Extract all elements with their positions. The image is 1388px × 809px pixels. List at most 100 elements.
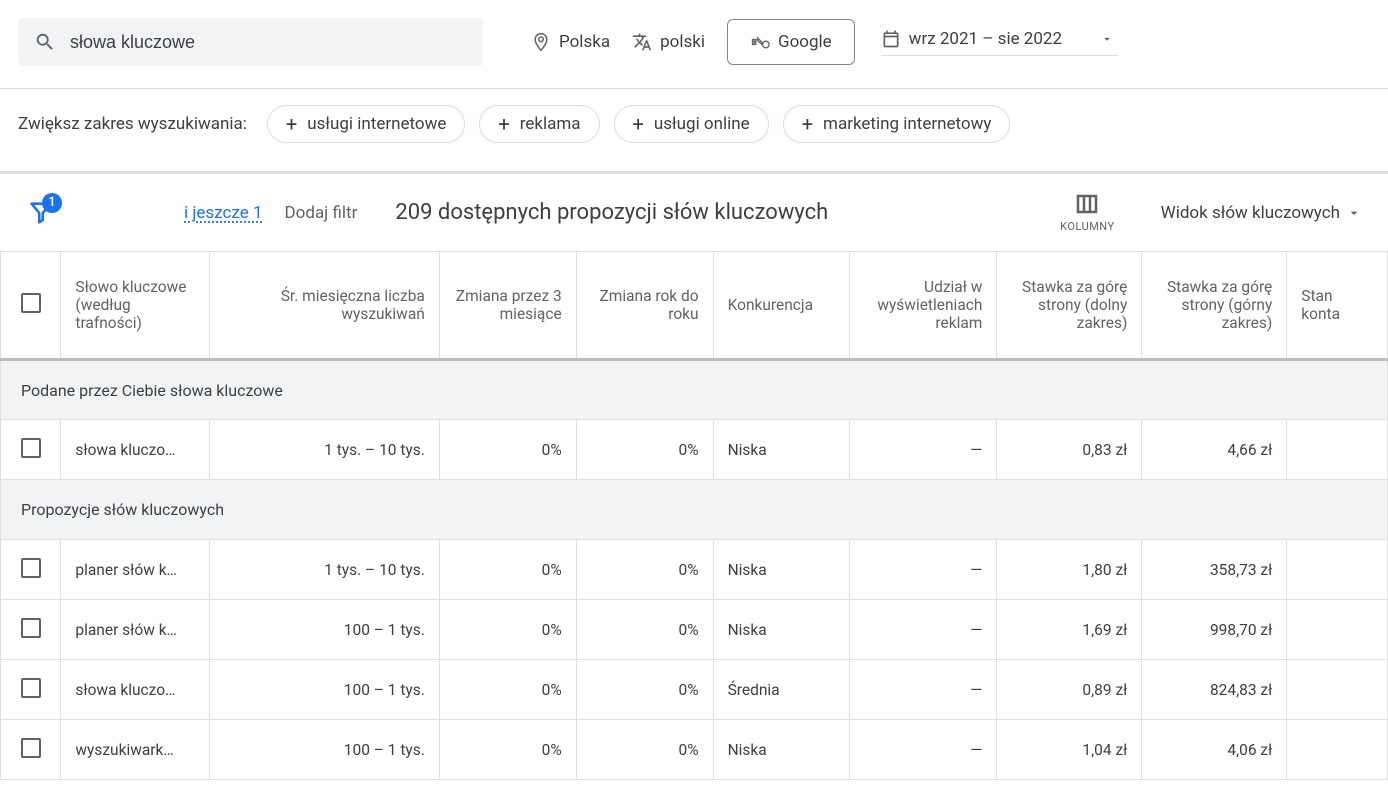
cell-keyword: wyszukiwark… bbox=[61, 720, 210, 780]
cell-avg: 100 – 1 tys. bbox=[210, 600, 439, 660]
header-acct-status[interactable]: Stan konta bbox=[1287, 252, 1388, 360]
table-row: słowa kluczo…1 tys. – 10 tys.0%0%Niska—0… bbox=[1, 420, 1388, 480]
header-keyword[interactable]: Słowo kluczowe (według trafności) bbox=[61, 252, 210, 360]
chip-label: marketing internetowy bbox=[823, 114, 991, 134]
header-low-bid[interactable]: Stawka za górę strony (dolny zakres) bbox=[997, 252, 1142, 360]
location-pill[interactable]: Polska bbox=[531, 32, 610, 52]
plus-icon: + bbox=[286, 114, 297, 134]
network-icon bbox=[750, 32, 770, 52]
cell-cy: 0% bbox=[576, 600, 713, 660]
cell-impr: — bbox=[850, 540, 997, 600]
calendar-icon bbox=[881, 29, 901, 49]
top-bar: Polska polski Google wrz 2021 – sie 2022 bbox=[0, 0, 1388, 89]
cell-comp: Niska bbox=[713, 720, 850, 780]
table-row: planer słów k…1 tys. – 10 tys.0%0%Niska—… bbox=[1, 540, 1388, 600]
cell-c3: 0% bbox=[439, 660, 576, 720]
cell-c3: 0% bbox=[439, 540, 576, 600]
chip-label: reklama bbox=[520, 114, 581, 134]
cell-keyword: planer słów k… bbox=[61, 600, 210, 660]
chip-0[interactable]: + usługi internetowe bbox=[267, 105, 466, 143]
section-row: Propozycje słów kluczowych bbox=[1, 480, 1388, 540]
translate-icon bbox=[632, 32, 652, 52]
search-icon bbox=[34, 30, 56, 54]
cell-low: 0,89 zł bbox=[997, 660, 1142, 720]
cell-avg: 1 tys. – 10 tys. bbox=[210, 420, 439, 480]
table-row: wyszukiwark…100 – 1 tys.0%0%Niska—1,04 z… bbox=[1, 720, 1388, 780]
cell-comp: Niska bbox=[713, 600, 850, 660]
search-box[interactable] bbox=[18, 18, 483, 66]
location-icon bbox=[531, 32, 551, 52]
columns-button[interactable]: KOLUMNY bbox=[1060, 192, 1114, 233]
search-input[interactable] bbox=[70, 32, 467, 53]
cell-status bbox=[1287, 420, 1388, 480]
cell-status bbox=[1287, 660, 1388, 720]
chip-3[interactable]: +marketing internetowy bbox=[783, 105, 1011, 143]
chip-1[interactable]: +reklama bbox=[479, 105, 599, 143]
table-row: planer słów k…100 – 1 tys.0%0%Niska—1,69… bbox=[1, 600, 1388, 660]
network-text: Google bbox=[778, 32, 832, 52]
filter-bar: 1 i jeszcze 1 Dodaj filtr 209 dostępnych… bbox=[0, 171, 1388, 251]
cell-status bbox=[1287, 540, 1388, 600]
expand-search-row: Zwiększ zakres wyszukiwania: + usługi int… bbox=[0, 89, 1388, 171]
header-change-3m[interactable]: Zmiana przez 3 miesiące bbox=[439, 252, 576, 360]
header-checkbox[interactable] bbox=[1, 252, 61, 360]
chip-2[interactable]: + usługi online bbox=[614, 105, 769, 143]
date-range-text: wrz 2021 – sie 2022 bbox=[909, 29, 1062, 49]
cell-high: 358,73 zł bbox=[1142, 540, 1287, 600]
add-filter[interactable]: Dodaj filtr bbox=[285, 203, 358, 223]
cell-avg: 100 – 1 tys. bbox=[210, 660, 439, 720]
cell-status bbox=[1287, 720, 1388, 780]
cell-low: 1,69 zł bbox=[997, 600, 1142, 660]
columns-label: KOLUMNY bbox=[1060, 220, 1114, 233]
plus-icon: + bbox=[633, 114, 644, 134]
row-checkbox[interactable] bbox=[1, 720, 61, 780]
cell-high: 824,83 zł bbox=[1142, 660, 1287, 720]
header-high-bid[interactable]: Stawka za górę strony (górny zakres) bbox=[1142, 252, 1287, 360]
table-row: słowa kluczo…100 – 1 tys.0%0%Średnia—0,8… bbox=[1, 660, 1388, 720]
cell-comp: Niska bbox=[713, 420, 850, 480]
language-pill[interactable]: polski bbox=[632, 32, 705, 52]
results-summary: 209 dostępnych propozycji słów kluczowyc… bbox=[395, 200, 828, 225]
cell-comp: Niska bbox=[713, 540, 850, 600]
date-range[interactable]: wrz 2021 – sie 2022 bbox=[881, 29, 1118, 56]
chip-label: usługi internetowe bbox=[307, 114, 446, 134]
row-checkbox[interactable] bbox=[1, 600, 61, 660]
header-impr-share[interactable]: Udział w wyświetleniach reklam bbox=[850, 252, 997, 360]
more-filters-link[interactable]: i jeszcze 1 bbox=[184, 203, 263, 223]
cell-cy: 0% bbox=[576, 540, 713, 600]
cell-status bbox=[1287, 600, 1388, 660]
filter-badge: 1 bbox=[42, 193, 62, 213]
cell-low: 1,04 zł bbox=[997, 720, 1142, 780]
cell-keyword: słowa kluczo… bbox=[61, 660, 210, 720]
header-change-yoy[interactable]: Zmiana rok do roku bbox=[576, 252, 713, 360]
cell-cy: 0% bbox=[576, 420, 713, 480]
expand-label: Zwiększ zakres wyszukiwania: bbox=[18, 114, 247, 134]
chip-label: usługi online bbox=[654, 114, 750, 134]
section-row: Podane przez Ciebie słowa kluczowe bbox=[1, 360, 1388, 420]
chevron-down-icon bbox=[1100, 32, 1114, 46]
cell-c3: 0% bbox=[439, 600, 576, 660]
cell-impr: — bbox=[850, 420, 997, 480]
cell-high: 4,66 zł bbox=[1142, 420, 1287, 480]
context-pills: Polska polski Google bbox=[531, 19, 855, 65]
cell-c3: 0% bbox=[439, 420, 576, 480]
filter-button[interactable]: 1 bbox=[16, 199, 66, 227]
network-pill[interactable]: Google bbox=[727, 19, 855, 65]
cell-impr: — bbox=[850, 600, 997, 660]
cell-avg: 1 tys. – 10 tys. bbox=[210, 540, 439, 600]
chevron-down-icon bbox=[1346, 205, 1362, 221]
cell-keyword: planer słów k… bbox=[61, 540, 210, 600]
row-checkbox[interactable] bbox=[1, 540, 61, 600]
columns-icon bbox=[1073, 192, 1101, 216]
header-competition[interactable]: Konkurencja bbox=[713, 252, 850, 360]
location-text: Polska bbox=[559, 32, 610, 52]
cell-cy: 0% bbox=[576, 660, 713, 720]
cell-comp: Średnia bbox=[713, 660, 850, 720]
row-checkbox[interactable] bbox=[1, 660, 61, 720]
cell-cy: 0% bbox=[576, 720, 713, 780]
header-avg-searches[interactable]: Śr. miesięczna liczba wyszukiwań bbox=[210, 252, 439, 360]
row-checkbox[interactable] bbox=[1, 420, 61, 480]
table-header-row: Słowo kluczowe (według trafności) Śr. mi… bbox=[1, 252, 1388, 360]
language-text: polski bbox=[660, 32, 705, 52]
view-dropdown[interactable]: Widok słów kluczowych bbox=[1161, 203, 1362, 223]
